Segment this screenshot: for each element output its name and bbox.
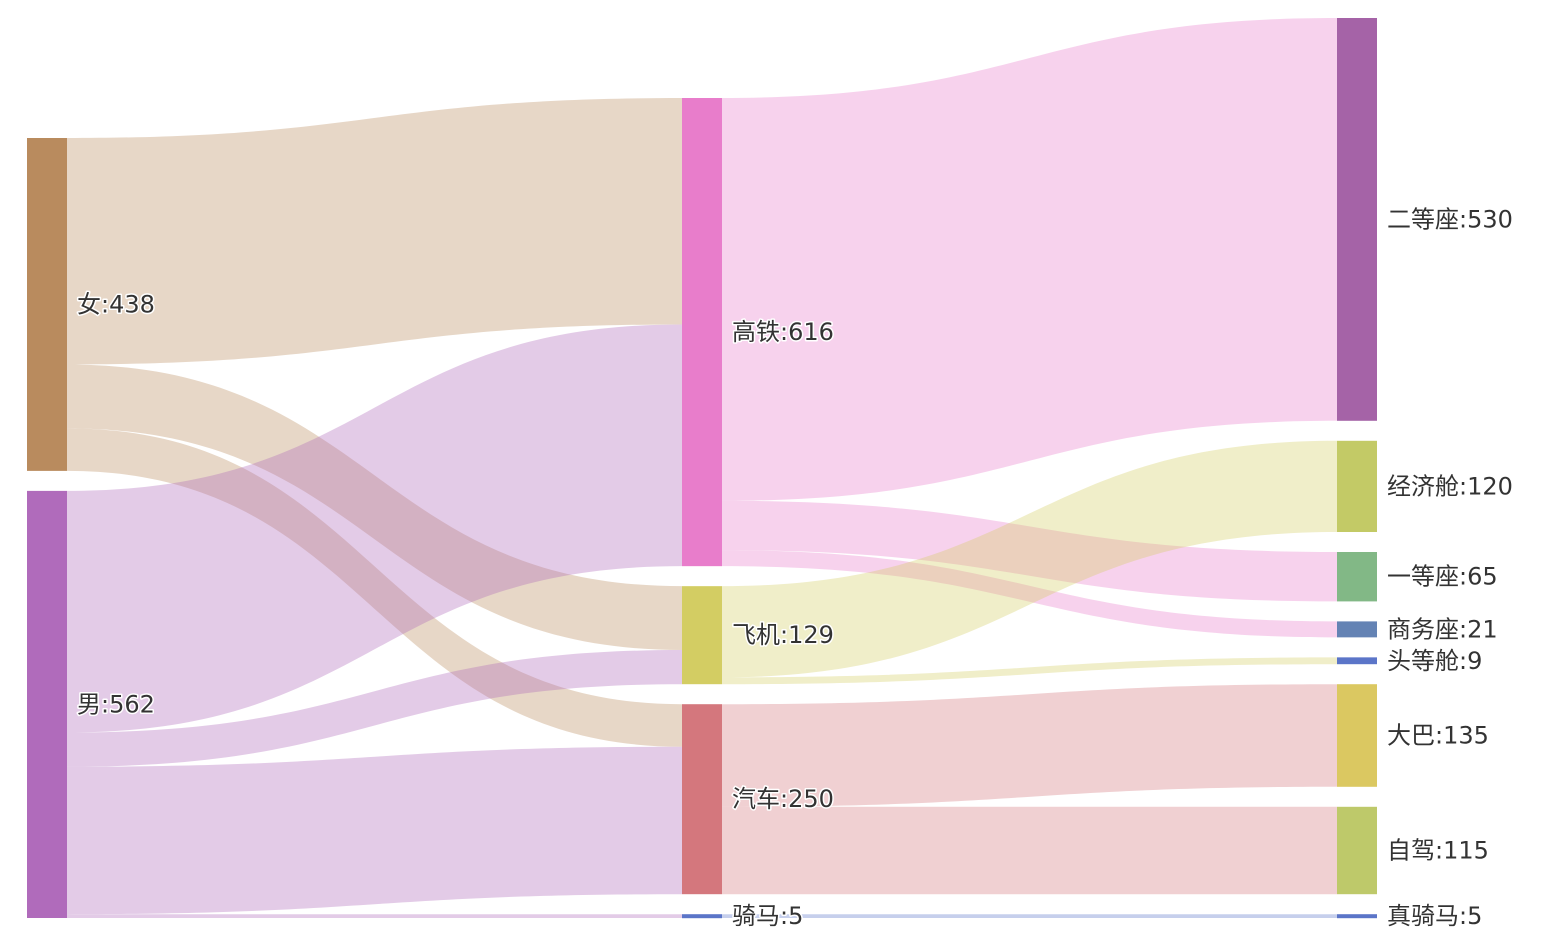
node-label-骑马: 骑马:5 — [732, 902, 803, 930]
link-高铁-一等座[interactable] — [722, 500, 1337, 602]
link-女-汽车[interactable] — [67, 428, 682, 747]
node-label-商务座: 商务座:21 — [1387, 615, 1498, 643]
node-自驾[interactable] — [1337, 806, 1377, 895]
node-label-经济舱: 经济舱:120 — [1387, 472, 1513, 500]
node-label-头等舱: 头等舱:9 — [1387, 647, 1482, 675]
node-大巴[interactable] — [1337, 684, 1377, 787]
sankey-nodes — [27, 18, 1377, 919]
node-label-真骑马: 真骑马:5 — [1387, 902, 1482, 930]
node-label-男: 男:562 — [77, 690, 155, 718]
link-女-高铁[interactable] — [67, 98, 682, 365]
node-汽车[interactable] — [682, 704, 722, 895]
node-真骑马[interactable] — [1337, 914, 1377, 919]
link-汽车-大巴[interactable] — [722, 684, 1337, 807]
node-label-高铁: 高铁:616 — [732, 318, 834, 346]
node-label-一等座: 一等座:65 — [1387, 563, 1498, 591]
node-骑马[interactable] — [682, 914, 722, 919]
node-头等舱[interactable] — [1337, 657, 1377, 665]
link-男-汽车[interactable] — [67, 746, 682, 915]
link-高铁-商务座[interactable] — [722, 550, 1337, 638]
node-经济舱[interactable] — [1337, 440, 1377, 532]
link-女-飞机[interactable] — [67, 364, 682, 650]
node-女[interactable] — [27, 138, 67, 471]
node-二等座[interactable] — [1337, 18, 1377, 421]
link-高铁-二等座[interactable] — [722, 18, 1337, 501]
node-label-女: 女:438 — [77, 290, 155, 318]
node-label-汽车: 汽车:250 — [732, 785, 834, 813]
node-男[interactable] — [27, 490, 67, 918]
sankey-links — [67, 18, 1337, 918]
node-高铁[interactable] — [682, 98, 722, 567]
link-男-高铁[interactable] — [67, 324, 682, 733]
link-飞机-头等舱[interactable] — [722, 657, 1337, 685]
sankey-labels: 女:438 男:562 高铁:616 飞机:129 汽车:250 骑马:5 二等座:530 经… — [76, 204, 1515, 932]
link-飞机-经济舱[interactable] — [722, 440, 1337, 678]
link-男-骑马[interactable] — [67, 914, 682, 918]
node-飞机[interactable] — [682, 586, 722, 685]
node-label-自驾: 自驾:115 — [1387, 837, 1489, 865]
link-骑马-真骑马[interactable] — [722, 914, 1337, 918]
node-label-大巴: 大巴:135 — [1387, 722, 1489, 750]
link-汽车-自驾[interactable] — [722, 806, 1337, 895]
node-label-飞机: 飞机:129 — [732, 621, 834, 649]
node-一等座[interactable] — [1337, 552, 1377, 602]
node-label-二等座: 二等座:530 — [1387, 205, 1513, 233]
node-商务座[interactable] — [1337, 621, 1377, 638]
link-男-飞机[interactable] — [67, 650, 682, 767]
